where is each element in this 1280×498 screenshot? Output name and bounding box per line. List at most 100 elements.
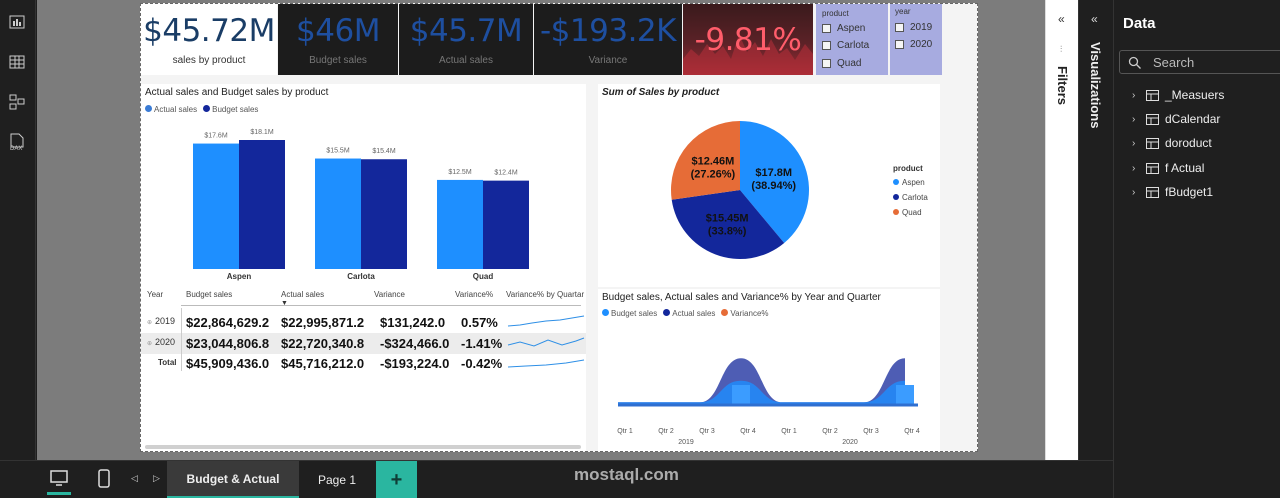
report-view-icon[interactable] xyxy=(7,12,27,32)
area-actual-sales xyxy=(618,380,905,405)
bar-data-label: $12.5M xyxy=(448,169,472,176)
add-page-button[interactable]: + xyxy=(376,461,417,498)
kpi-value: $45.7M xyxy=(409,13,523,49)
year-slicer: year 2019 2020 xyxy=(890,4,942,75)
x-year-label: 2019 xyxy=(678,439,694,446)
checkbox[interactable] xyxy=(822,41,831,50)
cell-variance-pct: 0.57% xyxy=(461,315,498,330)
search-input[interactable]: Search xyxy=(1119,50,1280,74)
cell-budget: $23,044,806.8 xyxy=(186,336,270,351)
collapse-chevron-icon[interactable]: « xyxy=(1091,12,1098,26)
data-table-factual[interactable]: › f Actual xyxy=(1132,161,1205,175)
kpi-label: sales by product xyxy=(172,55,246,66)
row-year-2020[interactable]: ⊕ 2020 xyxy=(147,337,176,347)
category-label: Carlota xyxy=(347,272,375,281)
bar-quad-budget xyxy=(483,180,529,269)
bar-data-label: $15.4M xyxy=(372,148,396,155)
legend-item-variance[interactable]: Variance% xyxy=(721,309,769,318)
col-header-budget[interactable]: Budget sales xyxy=(186,290,233,299)
legend-item-actual[interactable]: Actual sales xyxy=(145,105,197,114)
kpi-value: $46M xyxy=(296,13,380,49)
kpi-card-variance[interactable]: -$193.2K Variance xyxy=(534,4,682,75)
pie-legend-item-quad[interactable]: Quad xyxy=(893,208,922,217)
checkbox[interactable] xyxy=(822,59,831,68)
filters-pane[interactable]: « ⫶ Filters xyxy=(1045,0,1078,460)
data-table-dcalendar[interactable]: › dCalendar xyxy=(1132,112,1221,126)
legend-item-budget[interactable]: Budget sales xyxy=(203,105,258,114)
legend-item-budget[interactable]: Budget sales xyxy=(602,309,657,318)
collapse-chevron-icon[interactable]: « xyxy=(1058,12,1065,26)
sparkline-total xyxy=(507,359,585,368)
pie-chart-title: Sum of Sales by product xyxy=(602,87,720,98)
prev-page-icon[interactable]: ◁ xyxy=(131,473,138,483)
pie-slice-carlota xyxy=(671,190,785,259)
col-header-variance-pct[interactable]: Variance% xyxy=(455,290,494,299)
visualizations-label[interactable]: Visualizations xyxy=(1088,42,1103,129)
col-header-sparkline[interactable]: Variance% by Quartar xyxy=(506,290,585,299)
next-page-icon[interactable]: ▷ xyxy=(153,473,160,483)
model-view-icon[interactable] xyxy=(7,92,27,112)
option-label: Aspen xyxy=(837,23,866,34)
pie-legend-item-carlota[interactable]: Carlota xyxy=(893,193,928,202)
sort-arrow-icon[interactable]: ▼ xyxy=(281,300,288,307)
view-switcher-rail: DAX xyxy=(0,0,36,460)
pie-panel[interactable]: Sum of Sales by product $17.8M (38.94%) $1… xyxy=(598,84,940,287)
bar-quad-actual xyxy=(437,179,483,269)
area-panel[interactable]: Budget sales, Actual sales and Variance%… xyxy=(598,289,940,452)
bar-chart[interactable]: $17.6M $18.1M Aspen $15.5M $15.4M Carlota $12.… xyxy=(141,114,586,284)
col-header-year[interactable]: Year xyxy=(147,290,164,299)
slicer-option-quad[interactable]: Quad xyxy=(822,58,861,69)
pie-value-label: $15.45M xyxy=(706,212,749,224)
kpi-value: $45.72M xyxy=(143,13,275,49)
cell-actual: $22,720,340.8 xyxy=(281,336,365,351)
col-header-variance[interactable]: Variance xyxy=(374,290,405,299)
kpi-card-sales[interactable]: $45.72M sales by product xyxy=(141,4,277,75)
category-label: Quad xyxy=(473,272,494,281)
table-icon xyxy=(1146,186,1159,198)
area-chart-title: Budget sales, Actual sales and Variance%… xyxy=(602,292,881,303)
bar-and-matrix-panel[interactable]: Actual sales and Budget sales by product… xyxy=(141,84,586,451)
slicer-option-2020[interactable]: 2020 xyxy=(895,39,932,50)
mobile-layout-icon[interactable] xyxy=(96,469,112,494)
checkbox[interactable] xyxy=(822,24,831,33)
row-total: Total xyxy=(158,358,177,367)
pie-pct-label: (27.26%) xyxy=(691,168,736,180)
bar-data-label: $12.4M xyxy=(494,170,518,177)
desktop-layout-icon[interactable] xyxy=(47,467,71,495)
data-table-fbudget1[interactable]: › fBudget1 xyxy=(1132,185,1214,199)
slicer-option-carlota[interactable]: Carlota xyxy=(822,40,869,51)
table-icon xyxy=(1146,162,1159,174)
pie-chart[interactable]: $17.8M(38.94%) $15.45M(33.8%) $12.46M(27.2… xyxy=(598,84,888,287)
cell-variance: $131,242.0 xyxy=(380,315,446,330)
kpi-card-actual[interactable]: $45.7M Actual sales xyxy=(399,4,533,75)
col-header-actual[interactable]: Actual sales xyxy=(281,290,325,299)
row-year-2019[interactable]: ⊕ 2019 xyxy=(147,316,176,326)
slicer-option-2019[interactable]: 2019 xyxy=(895,22,932,33)
table-view-icon[interactable] xyxy=(7,52,27,72)
area-chart[interactable]: Qtr 1 Qtr 2 Qtr 3 Qtr 4 Qtr 1 Qtr 2 Qtr 3 Qtr 4… xyxy=(598,319,940,452)
tab-page-1[interactable]: Page 1 xyxy=(317,473,357,487)
product-slicer: product Aspen Carlota Quad xyxy=(816,4,888,75)
kpi-card-variance-pct[interactable]: -9.81% xyxy=(683,4,813,75)
data-table-measures[interactable]: › _Measuers xyxy=(1132,88,1225,102)
kpi-value: -$193.2K xyxy=(540,13,676,49)
category-label: Aspen xyxy=(227,272,252,281)
kpi-card-budget[interactable]: $46M Budget sales xyxy=(278,4,398,75)
slicer-option-aspen[interactable]: Aspen xyxy=(822,23,865,34)
dax-query-icon[interactable]: DAX xyxy=(7,132,27,152)
matrix-table[interactable]: Year Budget sales Actual sales Variance … xyxy=(141,290,586,380)
checkbox[interactable] xyxy=(895,23,904,32)
data-table-doroduct[interactable]: › doroduct xyxy=(1132,136,1212,150)
horizontal-scrollbar[interactable] xyxy=(145,445,581,449)
visualizations-pane[interactable]: « Visualizations xyxy=(1078,0,1113,460)
checkbox[interactable] xyxy=(895,40,904,49)
filters-label[interactable]: Filters xyxy=(1055,66,1070,106)
tab-budget-actual[interactable]: Budget & Actual xyxy=(167,461,299,498)
pie-legend-item-aspen[interactable]: Aspen xyxy=(893,178,925,187)
cell-actual: $45,716,212.0 xyxy=(281,356,365,371)
area-highlight-band xyxy=(896,385,914,405)
watermark: mostaql.com xyxy=(574,465,679,484)
table-icon xyxy=(1146,137,1159,149)
legend-item-actual[interactable]: Actual sales xyxy=(663,309,715,318)
report-page: $45.72M sales by product $46M Budget sal… xyxy=(140,3,978,452)
